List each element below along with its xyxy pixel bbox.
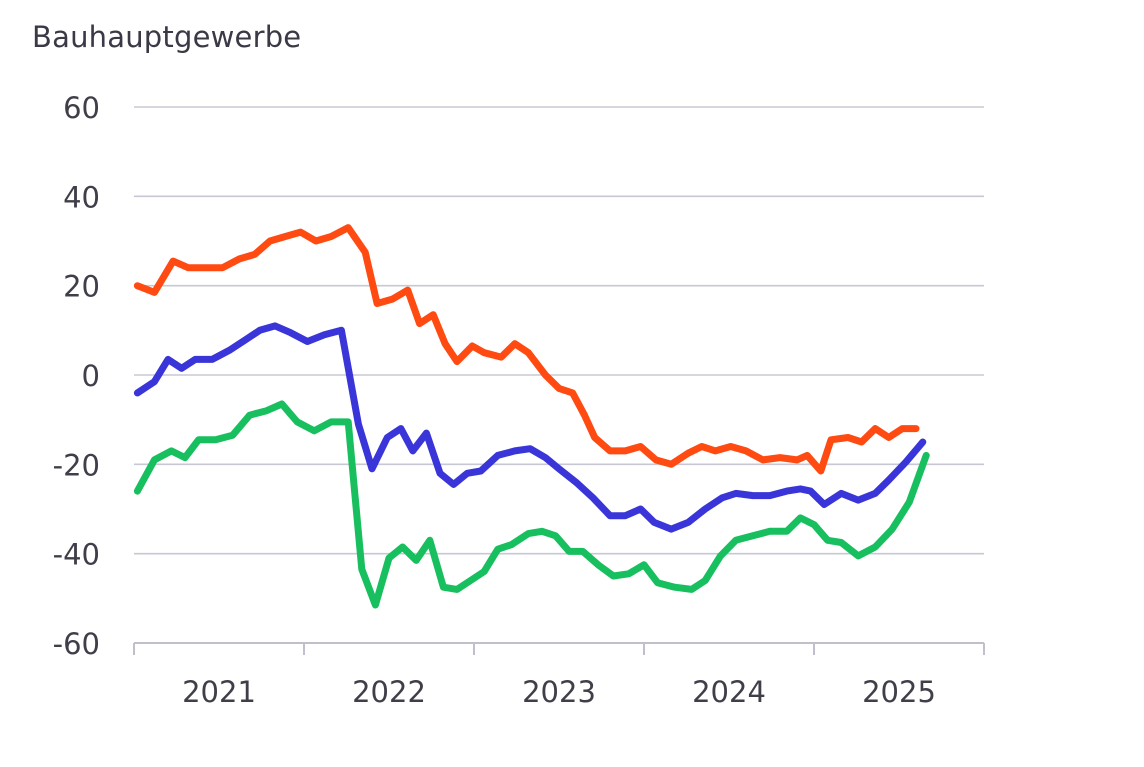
series-line-1 bbox=[133, 224, 920, 475]
y-tick-label: -60 bbox=[53, 627, 100, 661]
x-tick-label: 2025 bbox=[862, 675, 936, 709]
x-tick-label: 2021 bbox=[182, 675, 256, 709]
y-tick-label: 20 bbox=[63, 270, 100, 304]
x-tick-label: 2022 bbox=[352, 675, 426, 709]
chart-title: Bauhauptgewerbe bbox=[32, 20, 302, 54]
series-line-2 bbox=[133, 322, 927, 533]
y-tick-label: -20 bbox=[53, 448, 100, 482]
y-tick-label: -40 bbox=[53, 538, 100, 572]
series-line-3 bbox=[133, 400, 930, 609]
y-tick-label: 0 bbox=[82, 359, 100, 393]
x-tick-label: 2024 bbox=[692, 675, 766, 709]
x-tick-label: 2023 bbox=[522, 675, 596, 709]
y-tick-label: 60 bbox=[63, 91, 100, 125]
y-tick-label: 40 bbox=[63, 180, 100, 214]
